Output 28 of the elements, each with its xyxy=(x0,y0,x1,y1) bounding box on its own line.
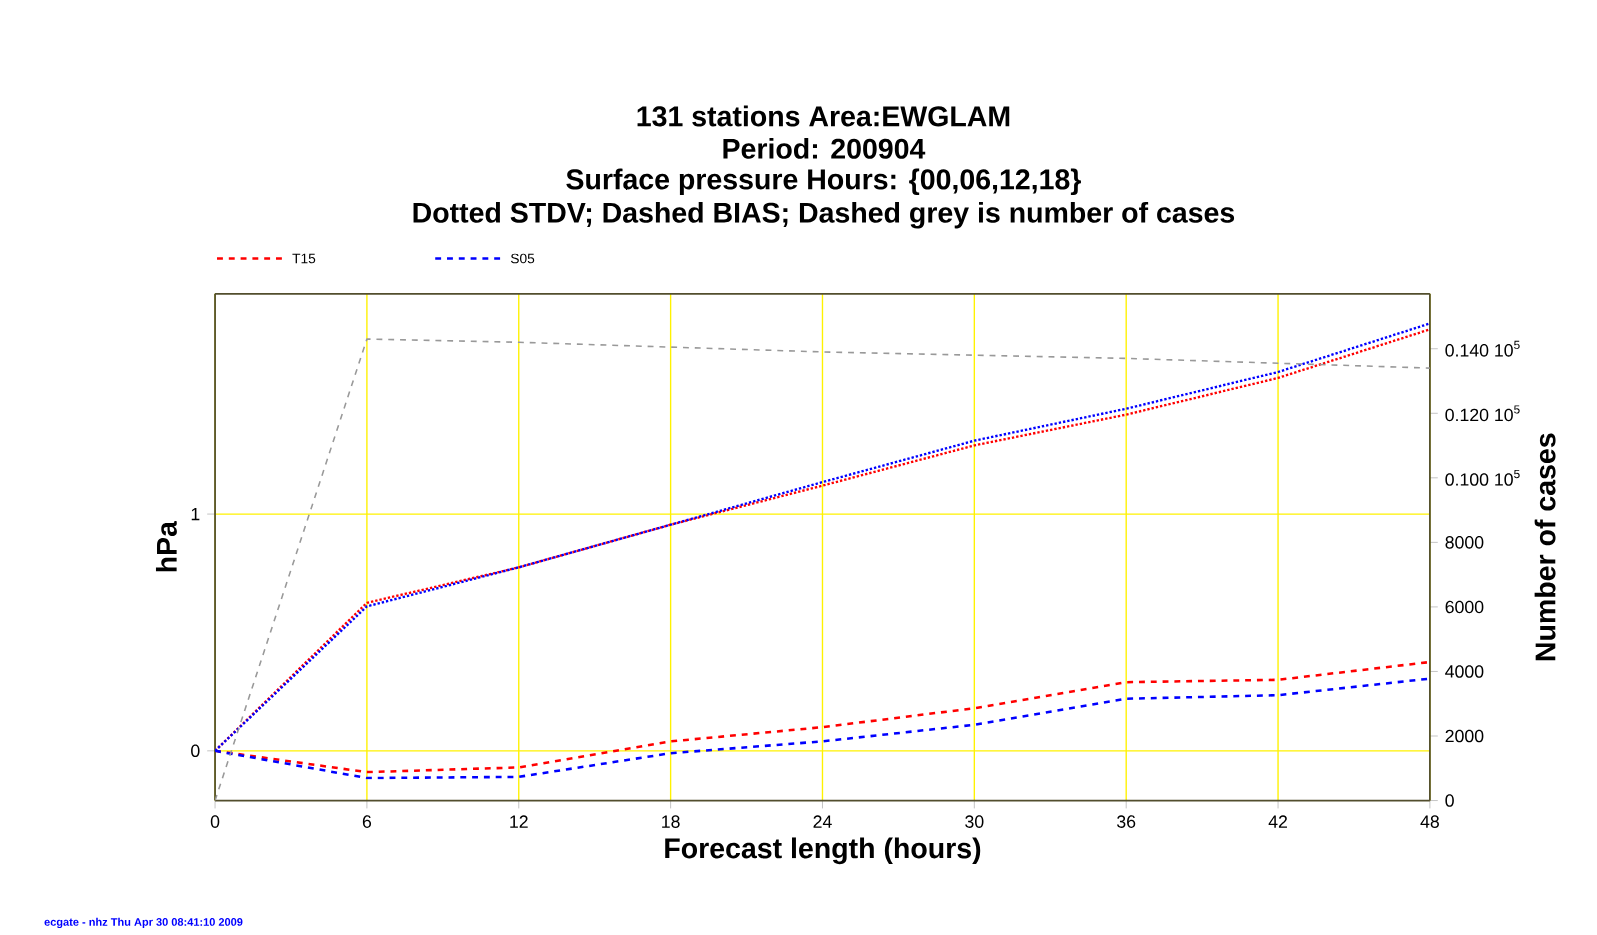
x-axis-title: Forecast length (hours) xyxy=(665,837,981,865)
x-tick-label: 6 xyxy=(362,815,372,829)
x-tick-label: 36 xyxy=(1117,815,1136,829)
x-tick-label: 12 xyxy=(510,815,528,828)
x-tick-label: 0 xyxy=(210,815,220,829)
x-tick-label: 48 xyxy=(1420,815,1439,829)
chart-title: 131 stations Area:EWGLAM xyxy=(637,105,1010,127)
x-tick-label: 42 xyxy=(1268,815,1287,828)
y2-tick-label: 0.140 10$^{5}$ xyxy=(1445,340,1520,357)
x-tick-label: 30 xyxy=(965,815,984,829)
y2-tick-label: 4000 xyxy=(1445,665,1484,678)
text: ecgate - nhz Thu Apr 30 08:41:10 2009 xyxy=(44,917,243,929)
y2-axis-title: Number of cases xyxy=(1534,433,1556,661)
y2-tick-label: 0.100 10$^{5}$ xyxy=(1445,470,1520,486)
y2-tick-label: 0.120 10$^{5}$ xyxy=(1445,405,1520,422)
y-tick-label: 1 xyxy=(191,508,200,521)
legend-label: T15 xyxy=(292,253,316,264)
y2-tick-label: 6000 xyxy=(1445,600,1484,614)
chart-subtitle: Period: 200904 xyxy=(723,138,926,160)
text: Dotted STDV; Dashed BIAS; Dashed grey is number of cases xyxy=(413,202,1235,229)
y-axis-title: hPa xyxy=(155,521,177,572)
x-tick-label: 24 xyxy=(813,815,832,828)
x-tick-label: 18 xyxy=(662,815,680,829)
text: Surface pressure Hours: {00,06,12,18} xyxy=(566,168,1081,196)
y2-tick-label: 2000 xyxy=(1445,729,1484,743)
y2-tick-label: 8000 xyxy=(1445,536,1484,549)
y2-tick-label: 0 xyxy=(1445,794,1454,807)
legend-label: S05 xyxy=(510,253,535,264)
